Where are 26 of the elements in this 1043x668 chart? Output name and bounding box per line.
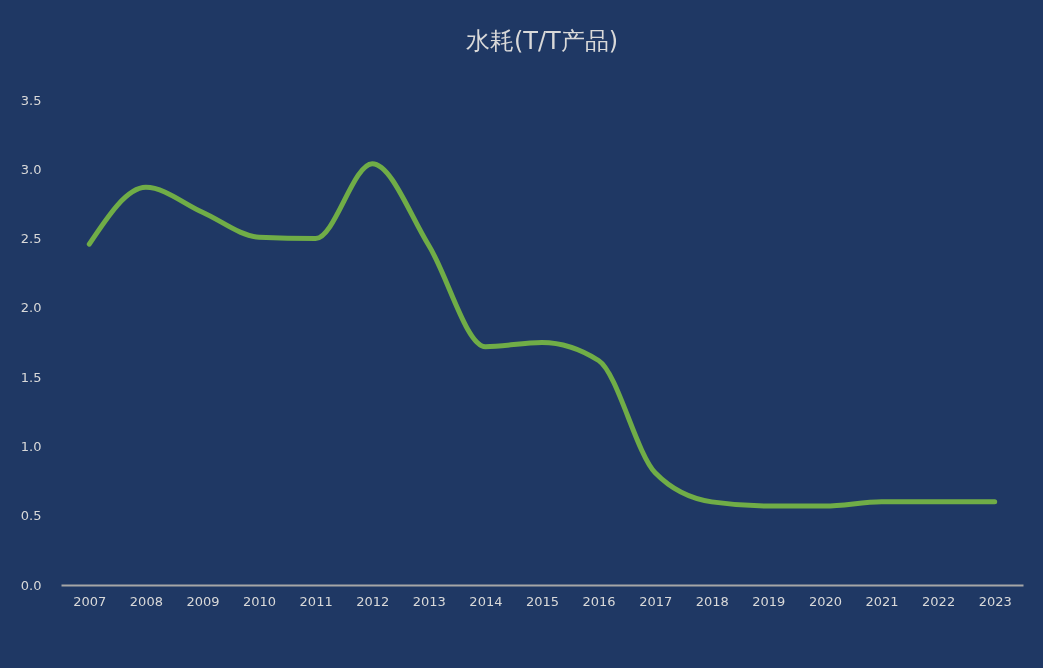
y-tick-label: 3.5	[20, 92, 42, 108]
x-tick-label: 2023	[978, 593, 1012, 609]
x-tick-label: 2011	[299, 593, 333, 609]
x-tick-label: 2009	[186, 593, 220, 609]
x-tick-label: 2018	[695, 593, 729, 609]
y-tick-label: 2.5	[20, 231, 42, 247]
y-tick-label: 1.0	[20, 438, 42, 454]
x-tick-label: 2012	[356, 593, 390, 609]
x-tick-label: 2010	[243, 593, 277, 609]
y-tick-label: 0.0	[20, 577, 42, 593]
y-tick-label: 1.5	[20, 369, 42, 385]
x-tick-label: 2020	[808, 593, 842, 609]
y-tick-label: 2.0	[20, 300, 42, 316]
x-tick-label: 2008	[129, 593, 163, 609]
x-tick-label: 2021	[865, 593, 899, 609]
x-tick-label: 2017	[639, 593, 673, 609]
x-tick-label: 2015	[525, 593, 560, 609]
x-tick-label: 2013	[412, 593, 446, 609]
chart-title: 水耗(T/T产品)	[465, 27, 619, 55]
y-tick-label: 0.5	[20, 508, 42, 524]
x-tick-label: 2007	[73, 593, 107, 609]
y-tick-label: 3.0	[20, 161, 42, 177]
x-tick-label: 2014	[469, 593, 503, 609]
x-tick-label: 2022	[922, 593, 956, 609]
x-tick-label: 2019	[752, 593, 786, 609]
x-tick-label: 2016	[582, 593, 616, 609]
